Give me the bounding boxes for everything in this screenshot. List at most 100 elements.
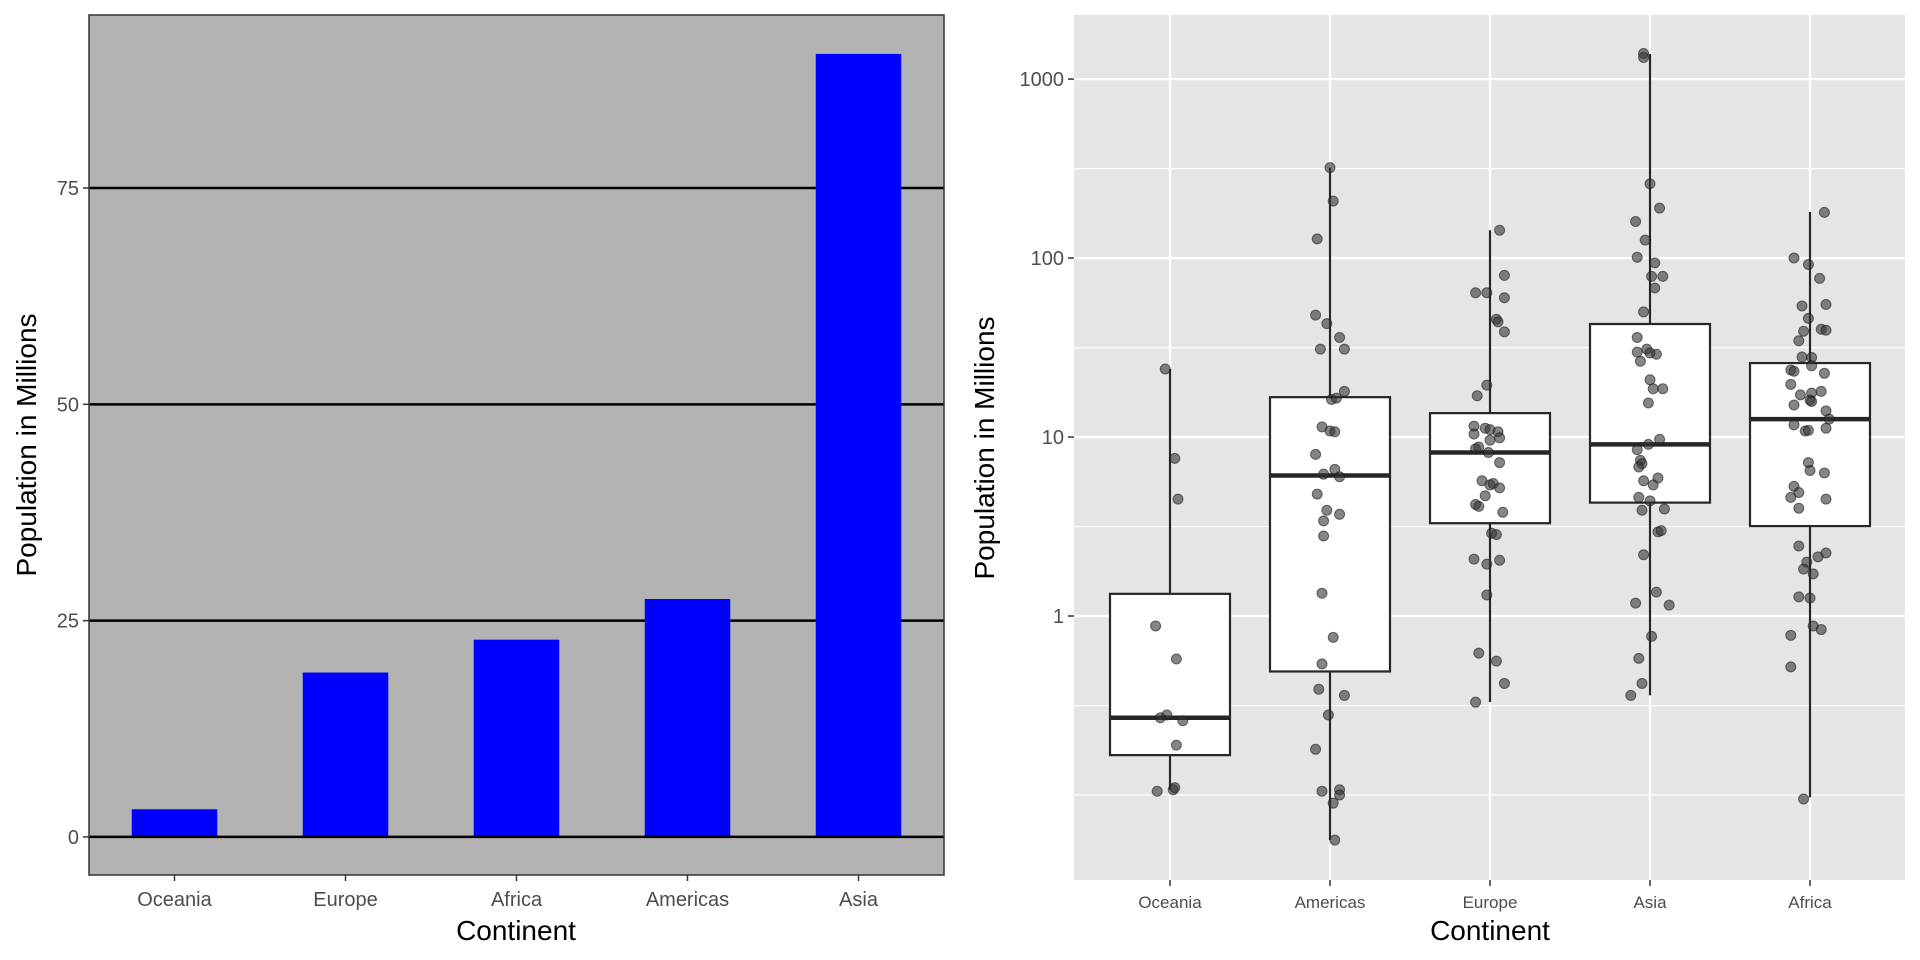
data-point — [1650, 586, 1662, 598]
data-point — [1802, 312, 1814, 324]
box-body — [1108, 592, 1232, 757]
box-body — [1268, 396, 1392, 673]
right-y-tick-label: 10 — [1042, 427, 1064, 449]
data-point — [1327, 797, 1339, 809]
data-point — [1338, 343, 1350, 355]
left-x-tick-label: Oceania — [137, 889, 212, 911]
data-point — [1793, 540, 1805, 552]
data-point — [1815, 624, 1827, 636]
data-point — [1177, 715, 1189, 727]
data-point — [1638, 475, 1650, 487]
data-point — [1321, 504, 1333, 516]
left-y-tick-label: 50 — [57, 394, 79, 416]
right-x-ticks: Oceania Americas Europe Asia Africa — [1138, 880, 1832, 912]
data-point — [1318, 468, 1330, 480]
left-x-tick-label: Americas — [646, 889, 729, 911]
data-point — [1633, 461, 1645, 473]
data-point — [1806, 395, 1818, 407]
data-point — [1338, 385, 1350, 397]
bars — [131, 53, 902, 837]
right-y-ticks: 1 10 100 1000 — [1020, 69, 1074, 628]
data-point — [1631, 251, 1643, 263]
data-point — [1498, 269, 1510, 281]
data-point — [1785, 491, 1797, 503]
data-point — [1169, 452, 1181, 464]
data-point — [1490, 529, 1502, 541]
data-point — [1314, 343, 1326, 355]
data-point — [1170, 653, 1182, 665]
data-point — [1321, 318, 1333, 330]
data-point — [1481, 589, 1493, 601]
right-y-axis-title: Population in Millions — [969, 316, 1000, 579]
data-point — [1639, 234, 1651, 246]
data-point — [1159, 363, 1171, 375]
left-y-tick-label: 75 — [57, 178, 79, 200]
data-point — [1802, 424, 1814, 436]
data-point — [1310, 743, 1322, 755]
jitter-points — [1150, 47, 1835, 846]
data-point — [1322, 709, 1334, 721]
data-point — [1655, 525, 1667, 537]
data-point — [1327, 195, 1339, 207]
data-point — [1642, 438, 1654, 450]
data-point — [1625, 689, 1637, 701]
data-point — [1313, 683, 1325, 695]
data-point — [1649, 282, 1661, 294]
right-y-tick-label: 1 — [1053, 606, 1064, 628]
right-x-tick-label: Europe — [1463, 893, 1518, 912]
data-point — [1494, 432, 1506, 444]
right-y-tick-label: 1000 — [1020, 69, 1065, 91]
data-point — [1654, 202, 1666, 214]
data-point — [1498, 677, 1510, 689]
data-point — [1820, 422, 1832, 434]
data-point — [1785, 629, 1797, 641]
data-point — [1654, 433, 1666, 445]
right-x-tick-label: Asia — [1633, 893, 1667, 912]
data-point — [1338, 689, 1350, 701]
data-point — [1820, 324, 1832, 336]
data-point — [1473, 500, 1485, 512]
data-point — [1638, 549, 1650, 561]
data-point — [1471, 390, 1483, 402]
data-point — [1806, 360, 1818, 372]
data-point — [1814, 272, 1826, 284]
data-point — [1657, 383, 1669, 395]
data-point — [1492, 316, 1504, 328]
data-point — [1798, 793, 1810, 805]
left-gridlines — [89, 186, 944, 622]
data-point — [1644, 374, 1656, 386]
data-point — [1788, 365, 1800, 377]
data-point — [1468, 428, 1480, 440]
data-point — [1311, 233, 1323, 245]
data-point — [1785, 378, 1797, 390]
data-point — [1630, 216, 1642, 228]
data-point — [1630, 597, 1642, 609]
data-point — [1658, 503, 1670, 515]
data-point — [1636, 504, 1648, 516]
data-point — [1498, 326, 1510, 338]
data-point — [1631, 331, 1643, 343]
data-point — [1820, 493, 1832, 505]
data-point — [1490, 655, 1502, 667]
data-point — [1154, 712, 1166, 724]
data-point — [1657, 270, 1669, 282]
data-point — [1318, 515, 1330, 527]
data-point — [1172, 493, 1184, 505]
data-point — [1804, 465, 1816, 477]
data-point — [1470, 287, 1482, 299]
left-y-tick-label: 25 — [57, 611, 79, 633]
right-x-tick-label: Americas — [1295, 893, 1366, 912]
data-point — [1788, 399, 1800, 411]
data-point — [1638, 51, 1650, 63]
data-point — [1646, 630, 1658, 642]
data-point — [1329, 426, 1341, 438]
data-point — [1329, 834, 1341, 846]
data-point — [1820, 299, 1832, 311]
right-x-axis-title: Continent — [1430, 915, 1550, 946]
data-point — [1318, 530, 1330, 542]
data-point — [1494, 554, 1506, 566]
data-point — [1650, 348, 1662, 360]
data-point — [1473, 441, 1485, 453]
